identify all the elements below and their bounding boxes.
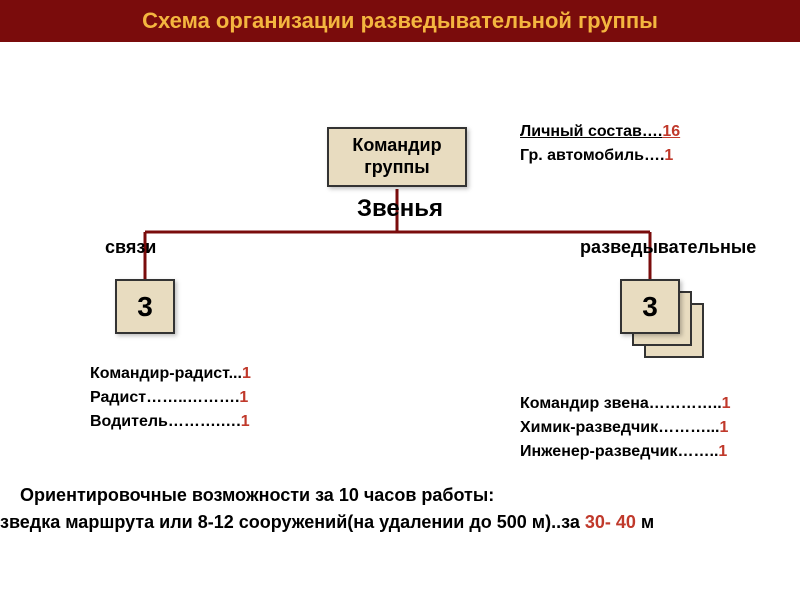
right-role-1-value: 1 bbox=[722, 395, 731, 412]
title-bar: Схема организации разведывательной групп… bbox=[0, 0, 800, 42]
legend-block: Личный состав….16 Гр. автомобиль….1 bbox=[520, 120, 680, 168]
left-subunit-count: 3 bbox=[137, 291, 153, 323]
bottom-line2-post: м bbox=[636, 512, 654, 532]
right-subunit-count: 3 bbox=[642, 291, 658, 323]
right-roles: Командир звена…………..1 Химик-разведчик………… bbox=[520, 392, 731, 464]
left-roles: Командир-радист...1 Радист……..……….1 Води… bbox=[90, 362, 251, 434]
left-role-1-label: Командир-радист... bbox=[90, 365, 242, 382]
right-role-2-value: 1 bbox=[719, 419, 728, 436]
right-role-3-value: 1 bbox=[718, 443, 727, 460]
right-role-3: Инженер-разведчик……..1 bbox=[520, 440, 731, 464]
left-role-2: Радист……..……….1 bbox=[90, 386, 251, 410]
sub-right-label: разведывательные bbox=[580, 237, 756, 258]
right-role-1: Командир звена…………..1 bbox=[520, 392, 731, 416]
bottom-line2-pre: зведка маршрута или 8-12 сооружений(на у… bbox=[0, 512, 585, 532]
legend-row2-label: Гр. автомобиль…. bbox=[520, 147, 664, 164]
bottom-line-1: Ориентировочные возможности за 10 часов … bbox=[20, 482, 654, 509]
commander-label: Командир группы bbox=[329, 135, 465, 178]
legend-row2-value: 1 bbox=[664, 147, 673, 164]
legend-row-2: Гр. автомобиль….1 bbox=[520, 144, 680, 168]
bottom-text: Ориентировочные возможности за 10 часов … bbox=[20, 482, 654, 536]
bottom-line2-highlight: 30- 40 bbox=[585, 512, 636, 532]
commander-box: Командир группы bbox=[327, 127, 467, 187]
left-role-3-value: 1 bbox=[241, 413, 250, 430]
left-role-1-value: 1 bbox=[242, 365, 251, 382]
section-title: Звенья bbox=[0, 195, 800, 223]
legend-row1-label: Личный состав…. bbox=[520, 123, 662, 140]
left-role-3-label: Водитель……….…. bbox=[90, 413, 241, 430]
page-title: Схема организации разведывательной групп… bbox=[142, 8, 658, 34]
left-subunit-box: 3 bbox=[115, 279, 175, 334]
legend-row-1: Личный состав….16 bbox=[520, 120, 680, 144]
diagram-canvas: Командир группы Личный состав….16 Гр. ав… bbox=[0, 42, 800, 600]
sub-left-label: связи bbox=[105, 237, 156, 258]
right-role-2: Химик-разведчик………...1 bbox=[520, 416, 731, 440]
right-role-3-label: Инженер-разведчик…….. bbox=[520, 443, 718, 460]
left-role-2-value: 1 bbox=[239, 389, 248, 406]
bottom-line-2: зведка маршрута или 8-12 сооружений(на у… bbox=[0, 509, 654, 536]
legend-row1-value: 16 bbox=[662, 123, 680, 140]
right-subunit-box: 3 bbox=[620, 279, 680, 334]
right-role-2-label: Химик-разведчик………... bbox=[520, 419, 719, 436]
left-role-2-label: Радист……..………. bbox=[90, 389, 239, 406]
right-subunit-stack: 3 bbox=[620, 279, 680, 334]
right-role-1-label: Командир звена………….. bbox=[520, 395, 722, 412]
left-role-1: Командир-радист...1 bbox=[90, 362, 251, 386]
left-role-3: Водитель……….….1 bbox=[90, 410, 251, 434]
